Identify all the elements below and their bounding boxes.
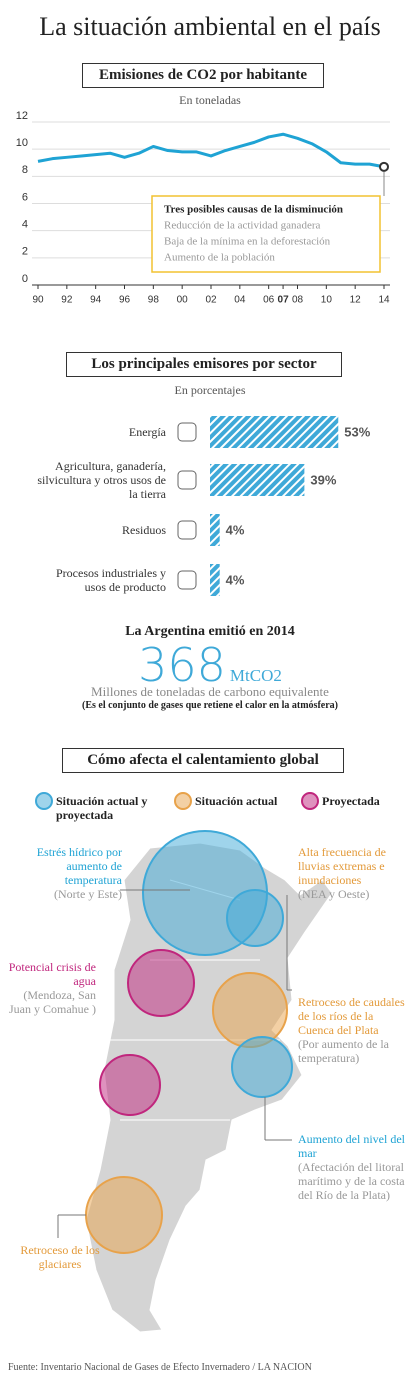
value-label: 39% [310,472,336,487]
x-tick-label: 08 [292,295,304,306]
legend-label: Situación actual [195,794,278,808]
highlight-value: 368 [138,638,226,692]
x-tick-label: 94 [90,295,102,306]
section-title: Cómo afecta el calentamiento global [62,748,344,773]
source: Fuente: Inventario Nacional de Gases de … [8,1362,312,1373]
annotation-box [151,195,381,273]
annotation-title: Estrés hídrico por aumento de temperatur… [36,845,122,887]
value-label: 53% [344,424,370,439]
annotation-detail: (NEA y Oeste) [298,887,370,901]
map-annotation: Alta frecuencia de lluvias extremas e in… [298,845,410,901]
impact-area [99,1054,161,1116]
impact-area [127,949,195,1017]
map-annotation: Retroceso de los glaciares [10,1243,110,1271]
x-tick-label: 10 [321,295,333,306]
highlight-title: La Argentina emitió en 2014 [125,624,295,639]
highlight-note: (Es el conjunto de gases que retiene el … [82,700,338,711]
legend-label: Situación actual y proyectada [56,794,148,822]
map-annotation: Potencial crisis de agua (Mendoza, San Ju… [6,960,96,1016]
section-title: Emisiones de CO2 por habitante [82,63,324,88]
category-label: Procesos industriales y usos de producto [56,566,166,594]
category-label: Energía [128,425,166,439]
annotation-title: Retroceso de caudales de los ríos de la … [298,995,405,1037]
map-annotation: Retroceso de caudales de los ríos de la … [298,995,410,1065]
data-line [37,132,385,169]
legend-swatch [35,792,53,810]
page-title: La situación ambiental en el país [39,12,381,41]
annotation-title: Tres posibles causas de la disminución [164,204,343,216]
end-point [379,161,389,172]
x-tick-label: 00 [177,295,189,306]
x-tick-label: 90 [32,295,44,306]
y-tick-label: 10 [16,137,28,149]
impact-area [226,889,284,947]
highlight-figure: 368 MtCO2 [0,640,420,702]
y-tick-label: 4 [22,219,28,231]
impact-area [231,1036,293,1098]
y-tick-label: 2 [22,246,28,258]
x-tick-label: 96 [119,295,131,306]
bar [210,514,220,546]
x-tick-label: 07 [278,295,290,306]
annotation-title: Alta frecuencia de lluvias extremas e in… [298,845,386,887]
annotation-detail: (Mendoza, San Juan y Comahue ) [9,988,96,1016]
annotation-detail: (Norte y Este) [54,887,122,901]
chart-subtitle: En toneladas [179,93,241,107]
bar [210,464,305,496]
sector-icon [177,520,197,540]
category-label: Agricultura, ganadería, silvicultura y o… [37,459,166,501]
annotation-item: Reducción de la actividad ganadera [164,220,320,232]
impact-area [212,972,288,1048]
annotation-title: Aumento del nivel del mar [298,1132,405,1160]
bar [210,416,339,448]
x-tick-label: 04 [234,295,246,306]
y-tick-label: 12 [16,110,28,122]
map-annotation: Aumento del nivel del mar (Afectación del… [298,1132,410,1202]
legend-swatch [301,792,319,810]
map-annotation: Estrés hídrico por aumento de temperatur… [14,845,122,901]
annotation-item: Aumento de la población [164,252,275,264]
section-title: Los principales emisores por sector [66,352,342,377]
sector-icon [177,470,197,490]
annotation-title: Potencial crisis de agua [8,960,96,988]
sector-icon [177,422,197,442]
x-tick-label: 98 [148,295,160,306]
legend-swatch [174,792,192,810]
highlight-unit: MtCO2 [229,666,282,685]
chart-subtitle: En porcentajes [174,383,246,397]
x-tick-label: 06 [263,295,275,306]
y-tick-label: 8 [22,164,28,176]
annotation-detail: (Por aumento de la temperatura) [298,1037,389,1065]
highlight-description: Millones de toneladas de carbono equival… [91,684,329,699]
legend-label: Proyectada [322,794,380,808]
impact-area [85,1176,163,1254]
sector-icon [177,570,197,590]
y-tick-label: 6 [22,191,28,203]
x-tick-label: 12 [350,295,362,306]
y-tick-label: 0 [22,273,28,285]
x-tick-label: 02 [205,295,217,306]
x-tick-label: 92 [61,295,73,306]
category-label: Residuos [121,523,166,537]
value-label: 4% [226,572,245,587]
bar [210,564,220,596]
annotation-item: Baja de la mínima en la deforestación [164,236,331,248]
x-tick-label: 14 [378,295,390,306]
annotation-title: Retroceso de los glaciares [20,1243,100,1271]
value-label: 4% [226,522,245,537]
annotation-detail: (Afectación del litoral marítimo y de la… [298,1160,405,1202]
